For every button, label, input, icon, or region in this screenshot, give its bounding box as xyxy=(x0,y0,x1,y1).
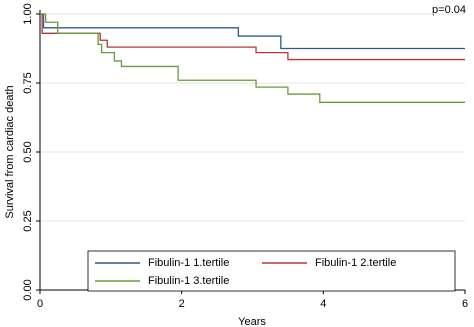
x-tick-label: 2 xyxy=(179,298,185,310)
legend-label: Fibulin-1 1.tertile xyxy=(148,257,229,269)
x-tick-label: 4 xyxy=(320,298,326,310)
x-tick-label: 6 xyxy=(462,298,468,310)
survival-line xyxy=(40,13,465,61)
x-axis-label: Years xyxy=(238,316,266,327)
legend-label: Fibulin-1 2.tertile xyxy=(315,257,396,269)
legend-label: Fibulin-1 3.tertile xyxy=(148,275,229,287)
y-tick-label: 0.75 xyxy=(22,72,34,93)
y-tick-label: 0.25 xyxy=(22,210,34,231)
survival-line xyxy=(40,13,465,103)
y-tick-label: 0.00 xyxy=(22,279,34,300)
annotation: p=0.04 xyxy=(432,4,466,16)
y-tick-label: 0.50 xyxy=(22,141,34,162)
x-tick-label: 0 xyxy=(37,298,43,310)
y-axis-label: Survival from cardiac death xyxy=(4,85,16,218)
survival-line xyxy=(40,13,465,50)
y-tick-label: 1.00 xyxy=(22,3,34,24)
legend-box xyxy=(87,250,456,292)
